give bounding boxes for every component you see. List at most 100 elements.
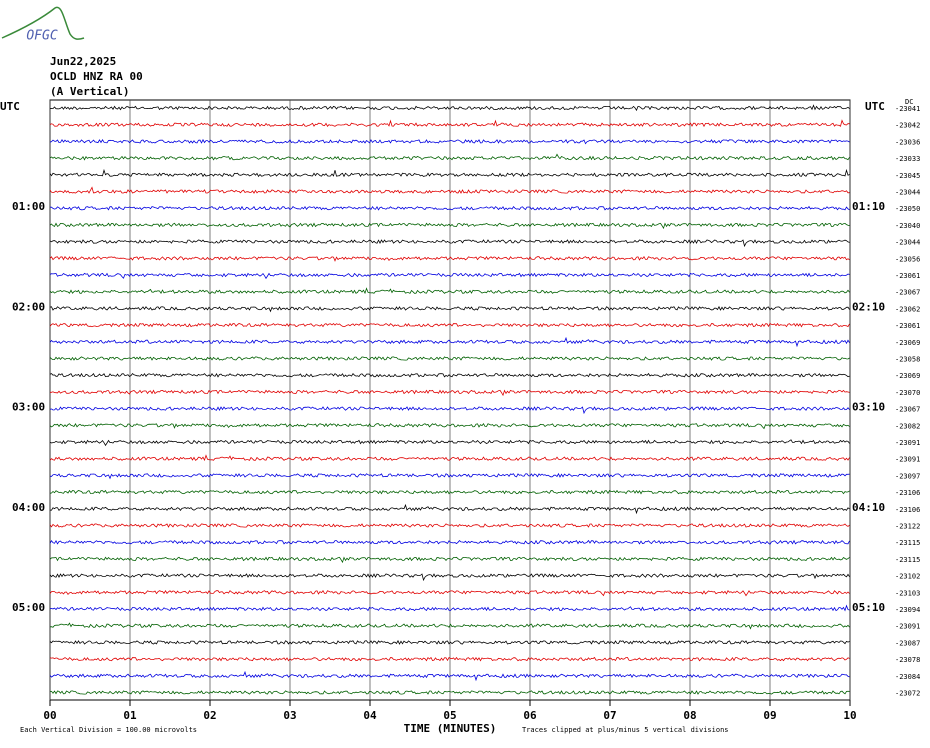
trace bbox=[49, 472, 850, 480]
row-offset: -23050 bbox=[895, 205, 920, 213]
row-offset: -23084 bbox=[895, 673, 920, 681]
row-offset: -23061 bbox=[895, 272, 920, 280]
row-offset: -23087 bbox=[895, 639, 920, 647]
x-tick-label: 05 bbox=[443, 709, 456, 722]
trace bbox=[49, 422, 850, 430]
x-tick-label: 10 bbox=[843, 709, 856, 722]
trace bbox=[49, 670, 850, 682]
logo: OFGC bbox=[1, 6, 85, 44]
x-tick-label: 00 bbox=[43, 709, 56, 722]
row-offset: -23078 bbox=[895, 656, 920, 664]
trace bbox=[49, 489, 850, 495]
trace bbox=[49, 454, 850, 462]
row-offset: -23094 bbox=[895, 606, 920, 614]
x-tick-label: 01 bbox=[123, 709, 137, 722]
row-offset: -23067 bbox=[895, 406, 920, 414]
trace bbox=[49, 639, 850, 645]
trace bbox=[49, 272, 850, 280]
trace bbox=[49, 222, 850, 230]
row-offset: -23041 bbox=[895, 105, 920, 113]
trace bbox=[49, 138, 850, 145]
row-offset: -23091 bbox=[895, 623, 920, 631]
right-time-label: 02:10 bbox=[852, 300, 885, 313]
logo-text: OFGC bbox=[26, 29, 57, 44]
station: OCLD HNZ RA 00 bbox=[50, 70, 143, 83]
trace bbox=[49, 287, 850, 295]
row-offset: -23042 bbox=[895, 122, 920, 130]
trace bbox=[49, 439, 850, 447]
right-time-label: 04:10 bbox=[852, 501, 885, 514]
left-time-label: 01:00 bbox=[12, 200, 45, 213]
x-tick-label: 03 bbox=[283, 709, 296, 722]
clip-note: Traces clipped at plus/minus 5 vertical … bbox=[522, 726, 729, 734]
trace bbox=[49, 356, 850, 361]
trace bbox=[49, 104, 850, 112]
right-time-label: 03:10 bbox=[852, 401, 885, 414]
x-tick-label: 08 bbox=[683, 709, 696, 722]
x-tick-label: 09 bbox=[763, 709, 776, 722]
trace bbox=[49, 503, 850, 515]
row-offset: -23106 bbox=[895, 506, 920, 514]
left-time-label: 03:00 bbox=[12, 401, 45, 414]
trace bbox=[49, 690, 850, 695]
left-time-label: UTC bbox=[0, 100, 20, 113]
right-time-label: UTC bbox=[865, 100, 885, 113]
trace bbox=[49, 573, 850, 582]
row-offset: -23044 bbox=[895, 239, 920, 247]
left-time-label: 02:00 bbox=[12, 300, 45, 313]
trace bbox=[49, 336, 850, 348]
trace bbox=[49, 119, 850, 128]
trace bbox=[49, 255, 850, 262]
row-offset: -23072 bbox=[895, 690, 920, 698]
row-offset: -23122 bbox=[895, 523, 920, 531]
trace bbox=[49, 186, 850, 194]
row-offset: -23045 bbox=[895, 172, 920, 180]
row-offset: -23103 bbox=[895, 589, 920, 597]
trace bbox=[49, 153, 850, 161]
left-time-label: 04:00 bbox=[12, 501, 45, 514]
trace bbox=[49, 523, 850, 528]
row-offset: -23044 bbox=[895, 189, 920, 197]
row-offset: -23040 bbox=[895, 222, 920, 230]
row-offset: -23115 bbox=[895, 539, 920, 547]
row-offset: -23091 bbox=[895, 456, 920, 464]
x-tick-label: 04 bbox=[363, 709, 377, 722]
row-offset: -23067 bbox=[895, 289, 920, 297]
row-offset: -23033 bbox=[895, 155, 920, 163]
trace bbox=[49, 168, 850, 178]
date: Jun22,2025 bbox=[50, 55, 116, 68]
row-offset: -23058 bbox=[895, 356, 920, 364]
row-offset: -23061 bbox=[895, 322, 920, 330]
trace bbox=[49, 406, 850, 415]
trace bbox=[49, 322, 850, 328]
trace bbox=[49, 589, 850, 597]
trace bbox=[49, 372, 850, 378]
row-offset: -23097 bbox=[895, 472, 920, 480]
trace bbox=[49, 656, 850, 662]
trace bbox=[49, 604, 850, 612]
row-offset: -23082 bbox=[895, 422, 920, 430]
left-time-label: 05:00 bbox=[12, 601, 45, 614]
component: (A Vertical) bbox=[50, 85, 129, 98]
scale-note: Each Vertical Division = 100.00 microvol… bbox=[20, 726, 197, 734]
x-tick-label: 06 bbox=[523, 709, 537, 722]
right-time-label: 01:10 bbox=[852, 200, 885, 213]
row-offset: -23056 bbox=[895, 255, 920, 263]
x-tick-label: 07 bbox=[603, 709, 616, 722]
x-tick-label: 02 bbox=[203, 709, 216, 722]
trace bbox=[49, 205, 850, 211]
row-offset: -23070 bbox=[895, 389, 920, 397]
right-time-label: 05:10 bbox=[852, 601, 885, 614]
row-offset: -23062 bbox=[895, 305, 920, 313]
trace bbox=[50, 389, 850, 397]
row-offset: -23069 bbox=[895, 372, 920, 380]
trace bbox=[49, 556, 850, 564]
row-offset: -23102 bbox=[895, 573, 920, 581]
row-offset: -23069 bbox=[895, 339, 920, 347]
trace bbox=[49, 305, 850, 313]
dc-label: DC bbox=[905, 98, 913, 106]
trace bbox=[49, 239, 850, 248]
row-offset: -23106 bbox=[895, 489, 920, 497]
row-offset: -23115 bbox=[895, 556, 920, 564]
